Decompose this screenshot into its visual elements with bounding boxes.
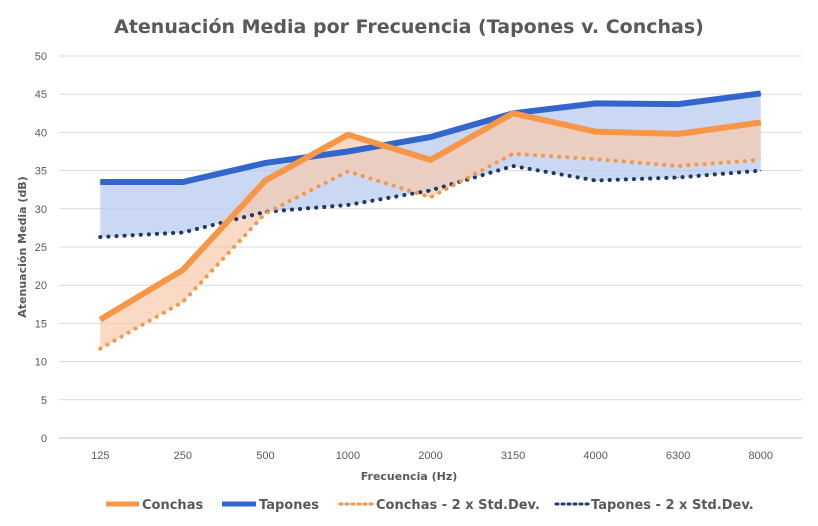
data-point-conchas-3150: [512, 112, 514, 114]
legend-item-conchas-stddev: Conchas - 2 x Std.Dev.: [338, 498, 540, 513]
series-lines: [98, 90, 763, 351]
data-point-tapones-125: [99, 181, 101, 183]
data-point-tapones-2-x-std-dev-6300: [677, 176, 679, 179]
y-tick-label-0: 0: [41, 433, 47, 445]
x-tick-label-2000: 2000: [418, 450, 442, 462]
x-tick-label-500: 500: [256, 450, 274, 462]
x-tick-label-3150: 3150: [501, 450, 525, 462]
series-line-tapones-2-x-std-dev: [98, 164, 763, 240]
data-point-tapones-2-x-std-dev-250: [182, 231, 184, 234]
chart-title: Atenuación Media por Frecuencia (Tapones…: [114, 16, 704, 38]
legend-label-conchas-stddev: Conchas - 2 x Std.Dev.: [376, 498, 540, 513]
legend-label-conchas: Conchas: [142, 498, 203, 513]
x-tick-label-8000: 8000: [748, 450, 772, 462]
data-point-conchas-2-x-std-dev-125: [99, 348, 101, 350]
y-axis-title: Atenuación Media (dB): [16, 176, 29, 317]
legend: Conchas Tapones Conchas - 2 x Std.Dev. T…: [106, 498, 754, 513]
x-tick-label-6300: 6300: [666, 450, 690, 462]
data-point-conchas-6300: [677, 133, 679, 135]
data-point-tapones-6300: [677, 103, 679, 105]
y-tick-labels: 0 5 10 15 20 25 30 35 40 45 50: [35, 51, 47, 445]
x-tick-label-250: 250: [174, 450, 192, 462]
legend-label-tapones-stddev: Tapones - 2 x Std.Dev.: [591, 498, 754, 513]
y-tick-label-5: 5: [41, 395, 47, 407]
data-point-conchas-500: [264, 179, 266, 182]
y-tick-label-10: 10: [35, 357, 47, 369]
legend-item-conchas: Conchas: [106, 498, 203, 513]
data-point-conchas-2-x-std-dev-250: [182, 301, 184, 303]
data-point-conchas-2-x-std-dev-1000: [347, 170, 349, 172]
data-point-conchas-2-x-std-dev-2000: [429, 196, 432, 198]
data-point-tapones-1000: [347, 150, 349, 153]
x-tick-label-4000: 4000: [583, 450, 607, 462]
y-tick-label-45: 45: [35, 89, 47, 101]
data-point-tapones-2-x-std-dev-4000: [595, 179, 597, 182]
data-point-tapones-4000: [595, 102, 597, 104]
data-point-conchas-2-x-std-dev-4000: [595, 158, 597, 160]
y-tick-label-15: 15: [35, 318, 47, 330]
data-point-tapones-2-x-std-dev-500: [264, 211, 266, 213]
x-tick-label-125: 125: [91, 450, 109, 462]
y-tick-label-35: 35: [35, 166, 47, 178]
data-point-tapones-2-x-std-dev-125: [99, 236, 101, 238]
y-tick-label-40: 40: [35, 127, 47, 139]
legend-item-tapones-stddev: Tapones - 2 x Std.Dev.: [554, 498, 754, 513]
legend-item-tapones: Tapones: [222, 498, 319, 513]
legend-label-tapones: Tapones: [259, 498, 319, 513]
data-point-tapones-500: [264, 162, 266, 164]
data-point-conchas-2-x-std-dev-500: [264, 212, 266, 214]
data-point-conchas-2-x-std-dev-3150: [512, 153, 514, 155]
y-tick-label-30: 30: [35, 204, 47, 216]
data-point-tapones-2000: [429, 136, 432, 138]
data-point-conchas-4000: [595, 131, 597, 133]
data-point-conchas-2000: [429, 159, 432, 161]
y-tick-label-20: 20: [35, 280, 47, 292]
y-tick-label-50: 50: [35, 51, 47, 63]
data-point-tapones-2-x-std-dev-8000: [760, 170, 762, 172]
data-point-conchas-250: [182, 269, 184, 271]
data-point-tapones-2-x-std-dev-3150: [512, 165, 514, 167]
data-point-conchas-1000: [347, 134, 349, 136]
data-point-conchas-125: [99, 318, 101, 321]
data-point-tapones-250: [182, 181, 184, 183]
x-tick-label-1000: 1000: [336, 450, 360, 462]
data-point-tapones-8000: [760, 92, 762, 95]
x-tick-labels: 125 250 500 1000 2000 3150 4000 6300 8000: [91, 450, 773, 462]
data-point-tapones-2-x-std-dev-1000: [347, 204, 349, 206]
x-axis-title: Frecuencia (Hz): [361, 470, 458, 483]
data-point-conchas-8000: [760, 121, 762, 124]
data-point-conchas-2-x-std-dev-6300: [677, 165, 679, 167]
data-point-tapones-2-x-std-dev-2000: [429, 189, 432, 192]
data-point-conchas-2-x-std-dev-8000: [760, 159, 762, 161]
y-tick-label-25: 25: [35, 242, 47, 254]
